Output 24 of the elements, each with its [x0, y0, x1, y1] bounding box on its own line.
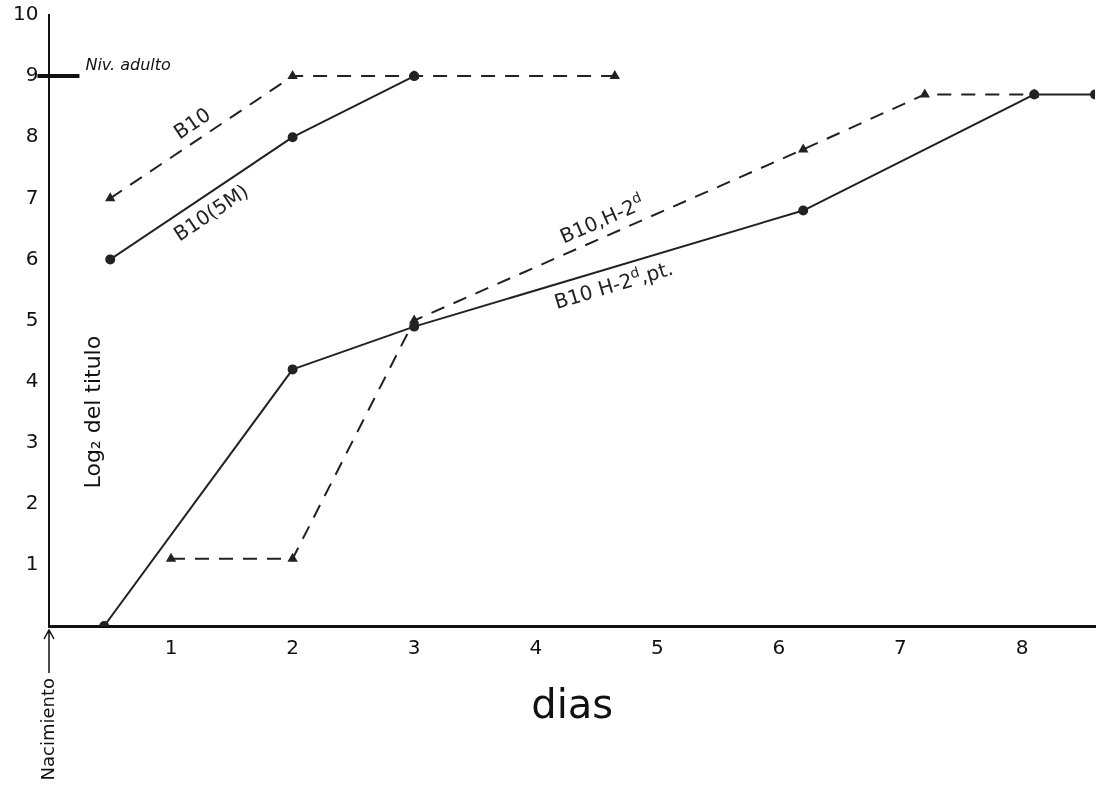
x-tick-label: 8	[1015, 635, 1029, 660]
x-axis-title: dias	[531, 681, 614, 728]
x-tick-label: 1	[164, 635, 178, 660]
text: Nacimiento	[37, 678, 59, 781]
y-tick-label: 10	[13, 1, 39, 26]
y-axis-title: Log₂ del titulo	[80, 335, 106, 489]
x-tick-label: 2	[286, 635, 299, 660]
x-tick-label: 4	[529, 635, 543, 660]
y-tick-label: 3	[25, 428, 39, 453]
y-tick-label: 4	[25, 367, 39, 392]
y-tick-label: 2	[25, 490, 39, 514]
x-tick-label: 3	[407, 635, 421, 660]
y-tick-label: 1	[25, 551, 39, 576]
text: B10 H-2d,pt.	[551, 255, 676, 314]
y-tick-label: 8	[25, 123, 39, 148]
x-tick-label: 5	[650, 635, 664, 660]
x-tick-label: 7	[894, 635, 907, 660]
text: B10	[169, 102, 215, 144]
y-tick-label: 6	[25, 245, 39, 270]
x-tick-label: 6	[772, 635, 786, 660]
y-tick-label: 7	[25, 184, 39, 209]
y-tick-label: 9	[25, 62, 39, 87]
y-tick-label: 5	[25, 306, 39, 331]
ref-line-label: Niv. adulto	[85, 55, 172, 75]
